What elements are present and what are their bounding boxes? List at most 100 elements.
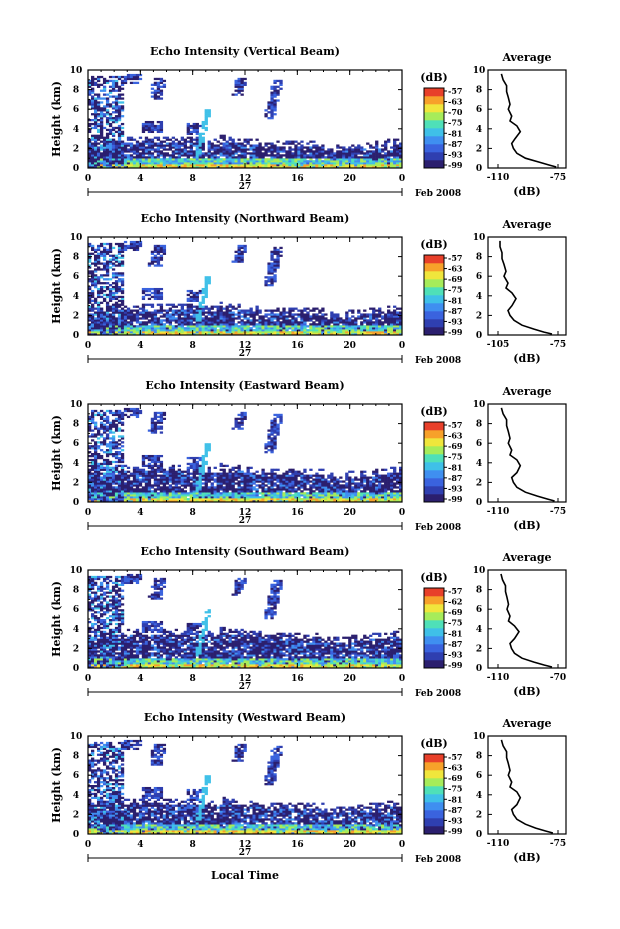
heatmap-cell (144, 323, 149, 326)
heatmap-cell (93, 99, 98, 102)
heatmap-cell (231, 486, 235, 489)
heatmap-cell (375, 329, 379, 332)
heatmap-cell (246, 321, 250, 324)
heatmap-cell (93, 423, 98, 426)
heatmap-cell (96, 119, 101, 122)
heatmap-cell (195, 317, 199, 320)
heatmap-cell (102, 486, 107, 489)
heatmap-cell (99, 415, 104, 419)
heatmap-cell (273, 103, 277, 106)
heatmap-cell (156, 289, 161, 293)
heatmap-cell (189, 158, 193, 161)
heatmap-cell (90, 447, 95, 450)
heatmap-cell (399, 331, 403, 334)
heatmap-cell (204, 305, 208, 308)
heatmap-cell (99, 427, 104, 430)
heatmap-cell (120, 164, 125, 167)
heatmap-cell (375, 319, 379, 322)
heatmap-cell (93, 490, 98, 493)
heatmap-cell (222, 323, 226, 326)
heatmap-cell (369, 146, 373, 149)
heatmap-cell (210, 500, 214, 503)
heatmap-cell (105, 248, 110, 252)
heatmap-cell (237, 164, 241, 167)
heatmap-cell (189, 490, 193, 493)
heatmap-cell (114, 81, 119, 85)
heatmap-cell (240, 164, 244, 167)
heatmap-cell (141, 309, 146, 312)
heatmap-cell (273, 315, 277, 318)
heatmap-cell (294, 162, 298, 165)
heatmap-cell (117, 498, 122, 501)
heatmap-cell (93, 451, 98, 454)
heatmap-cell (195, 154, 199, 157)
heatmap-cell (165, 136, 170, 139)
heatmap-cell (120, 282, 125, 285)
heatmap-cell (360, 158, 364, 161)
heatmap-cell (99, 462, 104, 466)
heatmap-cell (267, 276, 271, 279)
heatmap-cell (156, 474, 161, 477)
heatmap-cell (390, 166, 394, 169)
heatmap-cell (270, 101, 274, 104)
heatmap-cell (291, 156, 295, 159)
heatmap-cell (108, 447, 113, 450)
heatmap-cell (93, 470, 98, 473)
heatmap-cell (150, 160, 155, 163)
heatmap-cell (105, 97, 110, 100)
heatmap-cell (399, 313, 403, 316)
heatmap-cell (204, 478, 208, 481)
heatmap-cell (123, 317, 128, 320)
heatmap-cell (207, 319, 211, 322)
heatmap-cell (88, 258, 92, 261)
heatmap-cell (126, 148, 131, 151)
heatmap-cell (171, 482, 176, 485)
heatmap-cell (288, 327, 292, 330)
heatmap-cell (243, 246, 247, 250)
heatmap-cell (204, 486, 208, 489)
heatmap-cell (159, 470, 164, 473)
heatmap-cell (231, 305, 235, 308)
heatmap-cell (114, 447, 119, 450)
heatmap-cell (198, 291, 202, 295)
heatmap-cell (144, 289, 149, 293)
heatmap-cell (216, 480, 220, 483)
heatmap-cell (105, 435, 110, 438)
heatmap-cell (114, 468, 119, 471)
heatmap-cell (132, 480, 137, 483)
heatmap-cell (88, 305, 92, 308)
heatmap-cell (396, 319, 400, 322)
heatmap-cell (114, 287, 119, 291)
heatmap-cell (162, 319, 167, 322)
heatmap-cell (150, 122, 155, 126)
heatmap-cell (120, 154, 125, 157)
heatmap-cell (267, 101, 271, 104)
heatmap-cell (108, 327, 113, 330)
heatmap-cell (171, 490, 176, 493)
heatmap-cell (372, 329, 376, 332)
heatmap-cell (366, 160, 370, 163)
heatmap-cell (225, 329, 229, 332)
heatmap-cell (126, 144, 131, 147)
heatmap-cell (195, 315, 199, 318)
heatmap-cell (180, 162, 184, 165)
day-label: 27 (239, 349, 252, 359)
heatmap-cell (237, 146, 241, 149)
heatmap-cell (105, 93, 110, 96)
heatmap-cell (123, 150, 128, 153)
heatmap-cell (225, 472, 229, 475)
heatmap-cell (243, 150, 247, 153)
heatmap-cell (270, 266, 274, 269)
heatmap-cell (93, 162, 98, 165)
heatmap-cell (219, 313, 223, 316)
heatmap-cell (183, 492, 187, 495)
heatmap-cell (165, 478, 170, 481)
heatmap-cell (207, 156, 211, 159)
heatmap-cell (102, 460, 107, 464)
heatmap-cell (285, 162, 289, 165)
heatmap-cell (243, 321, 247, 324)
heatmap-cell (153, 329, 158, 332)
heatmap-cell (213, 164, 217, 167)
heatmap-cell (88, 317, 92, 320)
heatmap-cell (159, 124, 164, 128)
